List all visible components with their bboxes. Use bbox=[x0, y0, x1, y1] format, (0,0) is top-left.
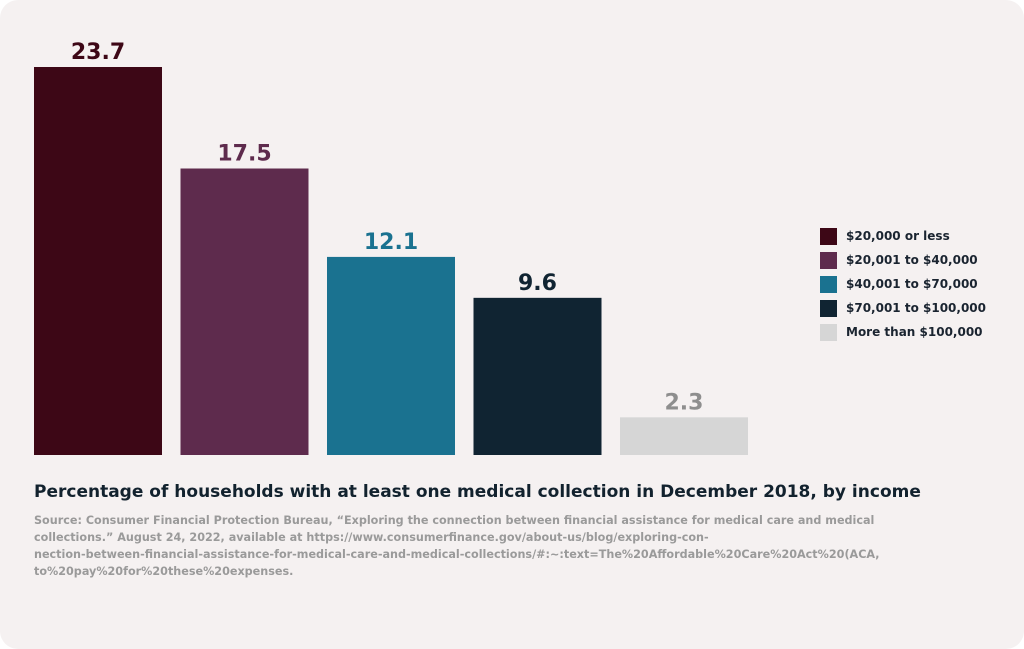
legend-item: $20,001 to $40,000 bbox=[820, 248, 986, 272]
value-label-1: 23.7 bbox=[71, 40, 125, 65]
legend-swatch bbox=[820, 323, 837, 341]
bar-4 bbox=[473, 297, 602, 455]
legend-swatch bbox=[820, 299, 837, 317]
bar-1 bbox=[34, 67, 162, 455]
value-label-4: 9.6 bbox=[518, 271, 557, 296]
value-labels-group: 23.7 17.5 12.1 9.6 2.3 bbox=[71, 40, 704, 415]
legend-item: More than $100,000 bbox=[820, 320, 986, 344]
value-label-2: 17.5 bbox=[217, 142, 271, 167]
value-label-5: 2.3 bbox=[665, 390, 704, 415]
bar-2 bbox=[180, 168, 309, 455]
source-line: collections.” August 24, 2022, available… bbox=[34, 531, 709, 544]
value-label-3: 12.1 bbox=[364, 230, 418, 255]
source-line: Source: Consumer Financial Protection Bu… bbox=[34, 514, 875, 527]
legend-item: $20,000 or less bbox=[820, 224, 986, 248]
legend-label: More than $100,000 bbox=[846, 325, 983, 339]
legend-label: $20,001 to $40,000 bbox=[846, 253, 978, 267]
bar-chart: 23.7 17.5 12.1 9.6 2.3 bbox=[34, 40, 748, 455]
legend-swatch bbox=[820, 251, 837, 269]
source-note: Source: Consumer Financial Protection Bu… bbox=[34, 512, 994, 580]
bars-group bbox=[34, 67, 748, 455]
source-line: to%20pay%20for%20these%20expenses. bbox=[34, 565, 294, 578]
legend-item: $40,001 to $70,000 bbox=[820, 272, 986, 296]
legend-swatch bbox=[820, 227, 837, 245]
legend-item: $70,001 to $100,000 bbox=[820, 296, 986, 320]
source-line: nection-between-financial-assistance-for… bbox=[34, 548, 880, 561]
chart-title: Percentage of households with at least o… bbox=[34, 482, 921, 502]
bar-5 bbox=[620, 417, 748, 455]
legend: $20,000 or less $20,001 to $40,000 $40,0… bbox=[820, 224, 986, 344]
legend-label: $20,000 or less bbox=[846, 229, 950, 243]
legend-label: $40,001 to $70,000 bbox=[846, 277, 978, 291]
legend-label: $70,001 to $100,000 bbox=[846, 301, 986, 315]
bar-3 bbox=[327, 256, 455, 455]
legend-swatch bbox=[820, 275, 837, 293]
